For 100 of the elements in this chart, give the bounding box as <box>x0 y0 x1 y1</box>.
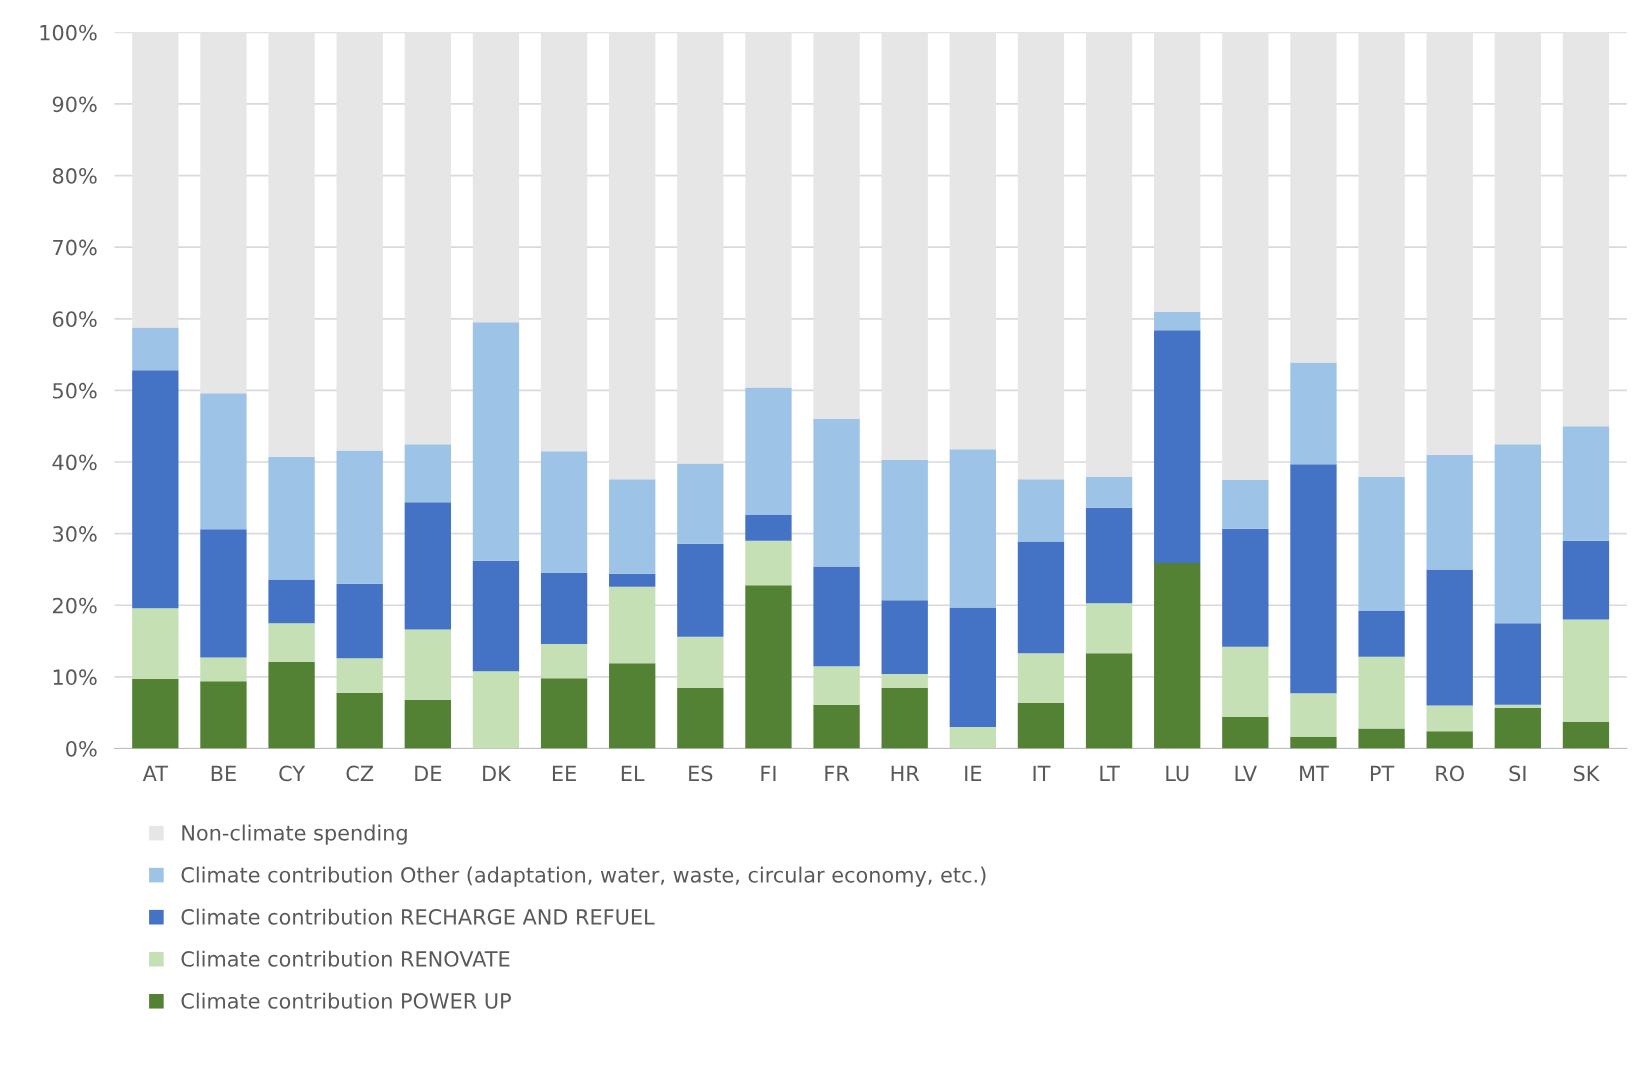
bar <box>1222 646 1269 717</box>
bar <box>1562 32 1610 427</box>
bar <box>813 704 860 749</box>
bar <box>1426 569 1473 706</box>
bar <box>200 32 247 394</box>
bar <box>404 629 451 700</box>
bar <box>1222 32 1269 480</box>
y-tick-label: 10% <box>53 669 97 686</box>
bar <box>132 608 179 680</box>
bar <box>1085 32 1133 478</box>
x-tick-label: SI <box>1509 765 1526 782</box>
bar <box>132 370 179 609</box>
x-tick-label: LV <box>1235 765 1257 782</box>
x-tick-label: IT <box>1033 765 1051 782</box>
legend-label: Climate contribution Other (adaptation, water, waste, circular economy, etc.) <box>181 866 986 887</box>
bar <box>268 32 315 458</box>
bar <box>1290 32 1337 363</box>
bar <box>1358 656 1405 729</box>
bar <box>404 32 451 445</box>
bar <box>881 687 928 749</box>
bar <box>1017 479 1065 542</box>
bar <box>1494 707 1541 749</box>
bar <box>813 419 860 567</box>
bar <box>1358 728 1405 749</box>
x-tick-label: IE <box>965 765 982 782</box>
bar <box>336 583 383 659</box>
bar <box>200 393 247 530</box>
bar <box>677 543 724 637</box>
bar <box>677 687 724 749</box>
x-tick-label: FR <box>825 765 850 782</box>
bar <box>881 459 928 601</box>
x-tick-label: DK <box>483 765 512 782</box>
bar <box>949 727 996 749</box>
legend-label: Non-climate spending <box>182 824 407 845</box>
bar <box>1290 362 1337 465</box>
bar <box>745 585 792 749</box>
bar <box>540 643 588 679</box>
x-tick-label: EE <box>552 765 576 782</box>
bar <box>881 32 928 460</box>
bar <box>268 623 315 662</box>
x-tick-label: RO <box>1436 765 1464 782</box>
bar <box>609 586 656 664</box>
bar <box>1154 563 1201 749</box>
bar <box>472 671 520 749</box>
bar <box>1017 653 1065 703</box>
y-tick-label: 0% <box>66 740 97 757</box>
bar <box>1358 32 1405 478</box>
bar <box>540 573 588 644</box>
bar <box>404 502 451 630</box>
bar <box>472 322 520 561</box>
x-tick-label: LT <box>1100 765 1120 782</box>
bar <box>1426 731 1473 749</box>
y-tick-label: 100% <box>40 24 97 41</box>
bar <box>1562 722 1610 749</box>
bar <box>1017 32 1065 480</box>
bar <box>1085 603 1133 654</box>
x-tick-label: AT <box>142 765 169 782</box>
bar <box>881 674 928 688</box>
x-tick-label: FI <box>761 765 776 782</box>
bar <box>472 32 520 323</box>
bar <box>200 681 247 749</box>
y-tick-label: 80% <box>52 168 97 184</box>
bar <box>1085 653 1133 749</box>
bar <box>1154 32 1201 312</box>
bar <box>745 387 792 516</box>
bar <box>200 657 247 682</box>
bar <box>540 678 588 749</box>
bar <box>540 32 588 452</box>
y-tick-label: 40% <box>52 454 97 471</box>
x-tick-label: LU <box>1166 765 1189 782</box>
bar <box>1222 479 1269 529</box>
x-tick-label: DE <box>415 765 442 782</box>
bar <box>1562 540 1610 620</box>
bar <box>1426 32 1473 455</box>
bar <box>949 449 996 608</box>
bar <box>540 451 588 574</box>
bar <box>1290 737 1337 749</box>
bar <box>1154 330 1201 564</box>
x-tick-label: CY <box>279 765 306 782</box>
bar <box>132 679 179 749</box>
bar <box>949 32 996 450</box>
bar <box>1358 477 1405 611</box>
y-tick-label: 60% <box>52 311 97 327</box>
bar <box>1358 611 1405 657</box>
bar <box>336 658 383 693</box>
legend-label: Climate contribution RECHARGE AND REFUEL <box>181 908 655 925</box>
bar <box>404 444 451 503</box>
x-tick-label: CZ <box>346 765 374 782</box>
bar <box>404 699 451 749</box>
x-tick-label: SK <box>1573 765 1600 782</box>
bar <box>677 32 724 464</box>
bar <box>881 600 928 675</box>
bar <box>132 327 179 371</box>
x-tick-label: ES <box>689 765 713 782</box>
legend-label: Climate contribution POWER UP <box>181 992 511 1009</box>
bar <box>336 32 383 451</box>
bar <box>1085 507 1133 604</box>
bar <box>1222 528 1269 647</box>
x-tick-label: HR <box>891 765 920 782</box>
x-tick-label: PT <box>1370 765 1395 782</box>
